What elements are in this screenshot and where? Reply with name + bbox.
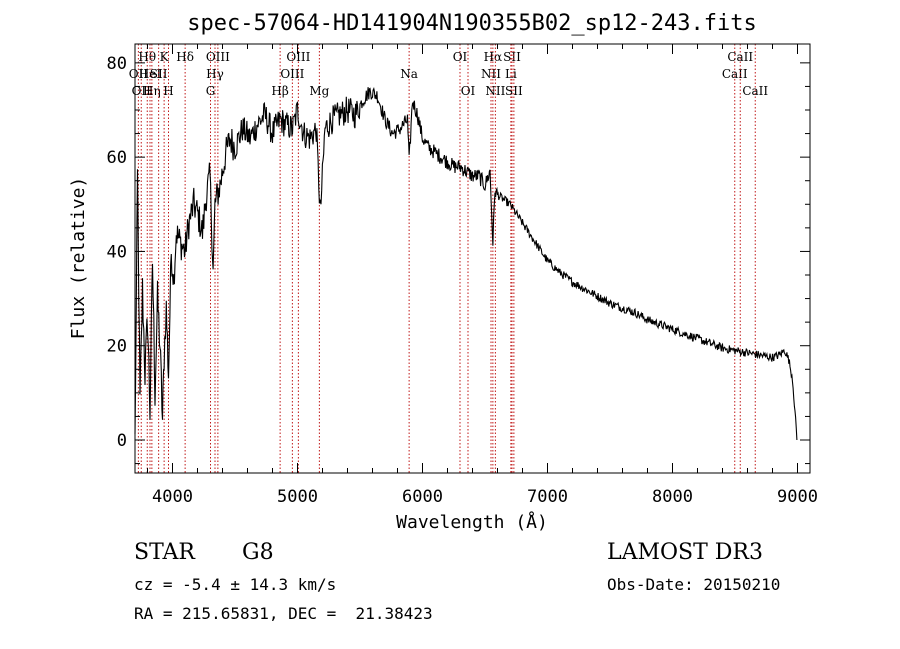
object-class: STAR — [134, 540, 195, 565]
y-tick-label: 0 — [117, 431, 127, 451]
x-tick-label: 7000 — [527, 487, 568, 507]
spectral-line-label: OIII — [286, 50, 310, 64]
spectral-line-label: G — [206, 84, 216, 98]
survey-name: LAMOST DR3 — [607, 540, 763, 565]
y-tick-label: 60 — [107, 148, 127, 168]
spectral-line-label: Hη — [143, 84, 161, 98]
y-tick-label: 40 — [107, 242, 127, 262]
chart-title: spec-57064-HD141904N190355B02_sp12-243.f… — [187, 11, 757, 36]
spectrum-line — [134, 87, 798, 441]
spectral-line-label: OIII — [206, 50, 230, 64]
spectral-line-label: SII — [150, 67, 168, 81]
spectral-line-label: OII — [132, 84, 152, 98]
x-tick-label: 6000 — [402, 487, 443, 507]
spectral-line-label: Hθ — [138, 50, 156, 64]
x-axis-label: Wavelength (Å) — [396, 511, 548, 533]
spectral-line-label: OIII — [280, 67, 304, 81]
x-tick-label: 4000 — [152, 487, 193, 507]
x-tick-label: 9000 — [777, 487, 818, 507]
spectral-line-label: K — [160, 50, 170, 64]
spectral-line-label: Hα — [484, 50, 503, 64]
spectral-line-markers: OII OII Hθ HeI Hη SII K H Hδ G Hγ OIII Hβ OIII OIII Mg N… — [129, 44, 768, 473]
spectral-line-label: CaII — [722, 67, 748, 81]
y-axis-label: Flux (relative) — [68, 177, 89, 340]
x-tick-label: 8000 — [652, 487, 693, 507]
spectral-line-label: OI — [453, 50, 468, 64]
spectral-line-label: NII — [485, 84, 505, 98]
spectral-line-label: HeI — [139, 67, 162, 81]
spectral-line-label: Hδ — [176, 50, 194, 64]
spectral-line-label: OII — [129, 67, 149, 81]
spectral-line-label: NII — [481, 67, 501, 81]
spectral-line-label: SII — [505, 84, 523, 98]
axis-ticks: 4000 5000 6000 7000 8000 9000 0 20 40 60 80 — [107, 44, 818, 507]
spectral-line-label: CaII — [727, 50, 753, 64]
y-tick-label: 80 — [107, 54, 127, 74]
spectral-line-label: Hβ — [271, 84, 288, 98]
plot-frame — [134, 43, 811, 474]
coordinates-text: RA = 215.65831, DEC = 21.38423 — [134, 604, 433, 623]
spectral-line-label: SII — [503, 50, 521, 64]
spectral-line-label: OI — [461, 84, 476, 98]
obs-date: Obs-Date: 20150210 — [607, 575, 781, 594]
y-tick-label: 20 — [107, 337, 127, 357]
spectral-subclass: G8 — [242, 540, 274, 565]
spectral-line-label: Li — [505, 67, 517, 81]
spectral-line-label: Hγ — [206, 67, 224, 81]
spectral-line-label: CaII — [742, 84, 768, 98]
spectral-line-label: Mg — [309, 84, 329, 98]
spectral-line-label: H — [163, 84, 173, 98]
spectral-line-label: Na — [400, 67, 418, 81]
redshift-text: cz = -5.4 ± 14.3 km/s — [134, 575, 337, 594]
x-tick-label: 5000 — [277, 487, 318, 507]
